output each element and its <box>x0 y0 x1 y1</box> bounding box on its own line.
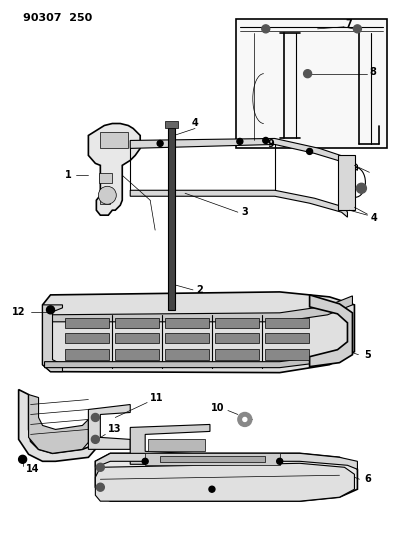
Polygon shape <box>43 305 63 372</box>
Text: 3: 3 <box>242 207 248 217</box>
Polygon shape <box>338 156 355 210</box>
Text: 6: 6 <box>364 474 371 484</box>
Polygon shape <box>100 133 128 148</box>
Text: 5: 5 <box>364 350 371 360</box>
Text: 2: 2 <box>197 285 203 295</box>
Polygon shape <box>310 295 353 367</box>
Polygon shape <box>65 333 109 343</box>
Polygon shape <box>115 333 159 343</box>
Polygon shape <box>265 333 309 343</box>
Text: 10: 10 <box>212 402 225 413</box>
Polygon shape <box>45 346 353 368</box>
Polygon shape <box>215 318 259 328</box>
Circle shape <box>97 483 104 491</box>
Polygon shape <box>19 390 95 461</box>
Circle shape <box>142 458 148 464</box>
Text: 8: 8 <box>370 67 376 77</box>
Text: 14: 14 <box>26 464 39 474</box>
Polygon shape <box>165 120 178 128</box>
Circle shape <box>91 435 99 443</box>
Polygon shape <box>165 333 209 343</box>
Circle shape <box>353 25 361 33</box>
Text: 12: 12 <box>12 307 26 317</box>
Polygon shape <box>165 349 209 360</box>
Polygon shape <box>130 139 357 171</box>
Polygon shape <box>29 394 88 454</box>
Polygon shape <box>130 424 210 464</box>
Polygon shape <box>95 463 355 501</box>
Bar <box>236 19 387 148</box>
Circle shape <box>307 148 312 155</box>
Polygon shape <box>65 349 109 360</box>
Circle shape <box>91 414 99 422</box>
Polygon shape <box>65 318 109 328</box>
Polygon shape <box>160 456 265 462</box>
Circle shape <box>97 463 104 471</box>
Circle shape <box>209 486 215 492</box>
Circle shape <box>46 306 54 314</box>
Polygon shape <box>115 349 159 360</box>
Text: 4: 4 <box>371 213 378 223</box>
Polygon shape <box>148 439 205 451</box>
Circle shape <box>237 139 243 144</box>
Polygon shape <box>43 292 355 373</box>
Polygon shape <box>88 124 140 215</box>
Polygon shape <box>265 349 309 360</box>
Polygon shape <box>99 173 112 183</box>
Circle shape <box>277 458 283 464</box>
Circle shape <box>19 455 27 463</box>
Text: 1: 1 <box>65 171 72 180</box>
Polygon shape <box>168 128 175 310</box>
Polygon shape <box>88 405 130 449</box>
Polygon shape <box>100 196 110 204</box>
Polygon shape <box>215 333 259 343</box>
Polygon shape <box>145 454 280 465</box>
Polygon shape <box>95 454 357 501</box>
Polygon shape <box>95 454 357 469</box>
Polygon shape <box>215 349 259 360</box>
Circle shape <box>238 413 252 426</box>
Circle shape <box>357 183 366 193</box>
Polygon shape <box>45 296 353 322</box>
Circle shape <box>243 417 247 422</box>
Circle shape <box>263 138 269 143</box>
Polygon shape <box>265 318 309 328</box>
Circle shape <box>304 70 312 78</box>
Circle shape <box>157 141 163 147</box>
Polygon shape <box>115 318 159 328</box>
Text: 9: 9 <box>268 140 275 149</box>
Text: 11: 11 <box>150 392 164 402</box>
Circle shape <box>262 25 270 33</box>
Circle shape <box>98 187 116 204</box>
Text: 90307  250: 90307 250 <box>22 13 92 23</box>
Polygon shape <box>130 190 348 217</box>
Text: 13: 13 <box>108 424 122 434</box>
Text: 4: 4 <box>191 117 199 127</box>
Polygon shape <box>165 318 209 328</box>
Text: 7: 7 <box>346 19 352 29</box>
